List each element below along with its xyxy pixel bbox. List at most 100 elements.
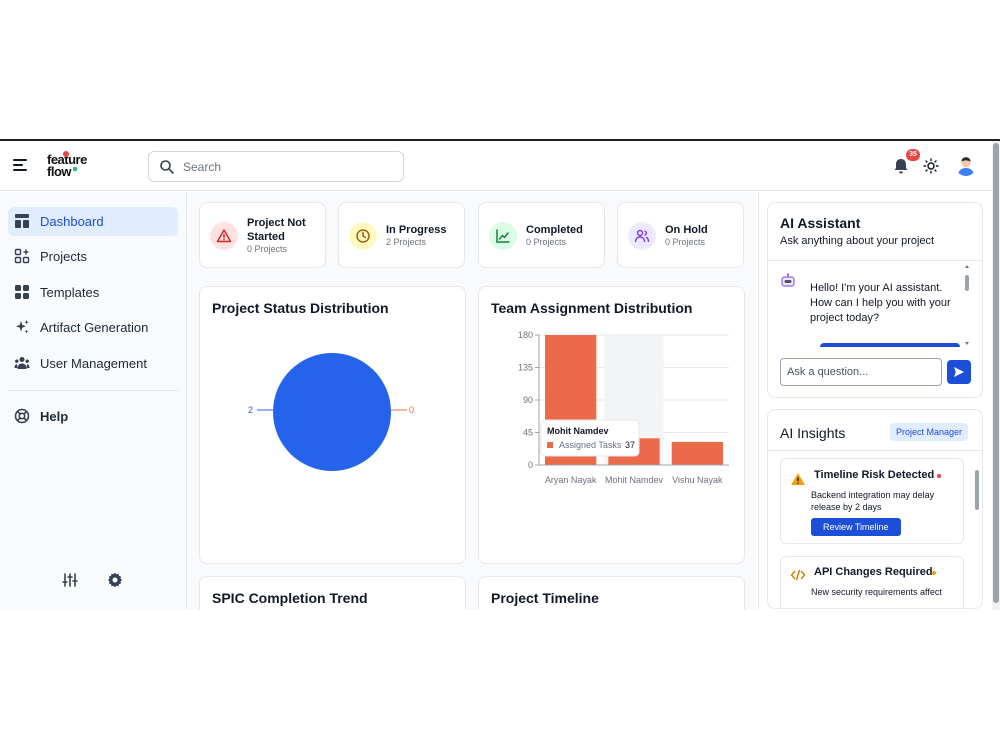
menu-icon[interactable] xyxy=(13,158,29,172)
stat-card-in-progress[interactable]: In Progress 2 Projects xyxy=(338,202,465,268)
search-box[interactable] xyxy=(148,151,404,182)
divider xyxy=(768,260,982,261)
logo-text-bottom: flow xyxy=(47,164,72,179)
sidebar-divider xyxy=(8,390,178,391)
insights-scrollbar[interactable] xyxy=(974,466,980,606)
sparkles-icon xyxy=(16,320,29,334)
stat-count: 0 Projects xyxy=(526,237,567,247)
main-content: Project Not Started 0 Projects In Progre… xyxy=(188,192,757,610)
templates-icon xyxy=(15,285,29,299)
panel-title: Team Assignment Distribution xyxy=(491,300,693,316)
bot-icon xyxy=(781,273,795,287)
y-tick-label: 45 xyxy=(523,428,533,438)
stat-card-on-hold[interactable]: On Hold 0 Projects xyxy=(617,202,744,268)
right-panel: AI Assistant Ask anything about your pro… xyxy=(758,192,992,610)
bot-message: Hello! I'm your AI assistant. How can I … xyxy=(810,282,951,324)
search-input[interactable] xyxy=(183,158,393,176)
code-icon xyxy=(790,569,806,581)
warning-icon xyxy=(791,473,805,485)
stat-title: Project Not Started xyxy=(247,217,306,243)
x-tick-label: Vishu Nayak xyxy=(672,475,723,485)
stat-title: On Hold xyxy=(665,224,708,236)
status-icon-bg xyxy=(210,222,238,250)
stat-title: Completed xyxy=(526,224,583,236)
role-badge[interactable]: Project Manager xyxy=(890,423,969,441)
status-icon-bg xyxy=(628,222,656,250)
insight-description: New security requirements affect xyxy=(811,587,942,597)
bar xyxy=(671,441,723,465)
sidebar-item-label: User Management xyxy=(40,356,147,371)
user-message-bubble xyxy=(820,343,960,347)
avatar[interactable] xyxy=(955,154,977,176)
dashboard-icon xyxy=(15,214,29,228)
ai-insights-title: AI Insights xyxy=(780,425,846,441)
scrollbar-thumb[interactable] xyxy=(975,470,979,510)
top-header: feature flow 35 xyxy=(0,141,992,191)
sun-icon[interactable] xyxy=(923,158,939,174)
stat-card-not-started[interactable]: Project Not Started 0 Projects xyxy=(199,202,326,268)
sidebar-item-label: Help xyxy=(40,409,69,424)
ask-question-input[interactable] xyxy=(780,358,942,386)
status-icon-bg xyxy=(349,222,377,250)
team-assignment-panel: Team Assignment Distribution 0 45 90 135 180… xyxy=(478,286,745,564)
insight-item[interactable]: API Changes Required New security requir… xyxy=(780,556,964,608)
sidebar-item-templates[interactable]: Templates xyxy=(8,278,178,307)
status-icon-bg xyxy=(489,222,517,250)
sidebar-item-projects[interactable]: Projects xyxy=(8,242,178,271)
x-tick-label: Aryan Nayak xyxy=(545,475,597,485)
priority-dot xyxy=(932,571,936,575)
insight-item[interactable]: Timeline Risk Detected Backend integrati… xyxy=(780,458,964,544)
stat-count: 2 Projects xyxy=(386,237,427,247)
y-tick-label: 90 xyxy=(523,395,533,405)
x-tick-label: Mohit Namdev xyxy=(605,475,664,485)
pie-label: 2 xyxy=(248,405,253,415)
divider xyxy=(768,450,982,451)
pie-label: 0 xyxy=(409,405,414,415)
sidebar-item-dashboard[interactable]: Dashboard xyxy=(8,207,178,236)
logo[interactable]: feature flow xyxy=(47,151,97,179)
window-scrollbar[interactable] xyxy=(992,141,1000,610)
ai-assistant-subtitle: Ask anything about your project xyxy=(780,235,935,247)
tooltip-title: Mohit Namdev xyxy=(547,426,609,436)
chart-tooltip: Mohit Namdev Assigned Tasks 37 xyxy=(540,419,640,457)
stat-card-completed[interactable]: Completed 0 Projects xyxy=(478,202,605,268)
insight-title: Timeline Risk Detected xyxy=(814,469,935,481)
clock-icon xyxy=(356,229,370,243)
alert-triangle-icon xyxy=(216,229,232,243)
bell-icon[interactable] xyxy=(892,157,910,175)
stat-count: 0 Projects xyxy=(247,244,288,254)
review-timeline-button[interactable]: Review Timeline xyxy=(811,518,901,536)
sidebar-item-user-management[interactable]: User Management xyxy=(8,349,178,378)
tooltip-value: 37 xyxy=(625,440,635,450)
sliders-icon[interactable] xyxy=(62,572,78,588)
app-window: feature flow 35 xyxy=(0,139,1000,610)
y-tick-label: 0 xyxy=(528,460,533,470)
notification-badge: 35 xyxy=(906,149,920,161)
status-distribution-panel: Project Status Distribution 2 0 xyxy=(199,286,466,564)
bar-chart: 0 45 90 135 180 Aryan Nayak Mohit Namdev Vishu … xyxy=(518,330,729,485)
chat-scrollbar[interactable] xyxy=(964,263,970,347)
insight-description: Backend integration may delay release by… xyxy=(811,490,935,512)
chat-messages[interactable]: Hello! I'm your AI assistant. How can I … xyxy=(776,267,972,347)
scrollbar-thumb[interactable] xyxy=(965,275,969,291)
sidebar-item-label: Artifact Generation xyxy=(40,320,149,335)
send-button[interactable] xyxy=(947,360,971,384)
tooltip-series: Assigned Tasks xyxy=(559,440,622,450)
lifebuoy-icon xyxy=(14,408,30,424)
sidebar-item-label: Templates xyxy=(40,285,100,300)
panel-title: Project Timeline xyxy=(491,590,599,606)
scrollbar-thumb[interactable] xyxy=(993,143,999,603)
panel-title: Project Status Distribution xyxy=(212,300,389,316)
priority-dot xyxy=(937,474,941,478)
ai-insights-card: AI Insights Project Manager Timeline Ris… xyxy=(767,409,983,609)
pie-slice xyxy=(273,353,391,471)
y-tick-label: 135 xyxy=(518,363,533,373)
tooltip-box xyxy=(540,419,640,457)
ai-assistant-title: AI Assistant xyxy=(780,215,861,231)
scroll-arrows xyxy=(965,265,969,345)
sidebar-item-help[interactable]: Help xyxy=(8,402,178,431)
sidebar-item-artifact-generation[interactable]: Artifact Generation xyxy=(8,313,178,342)
projects-icon xyxy=(14,248,30,264)
gear-icon[interactable] xyxy=(107,572,123,588)
logo-accent xyxy=(73,167,77,171)
